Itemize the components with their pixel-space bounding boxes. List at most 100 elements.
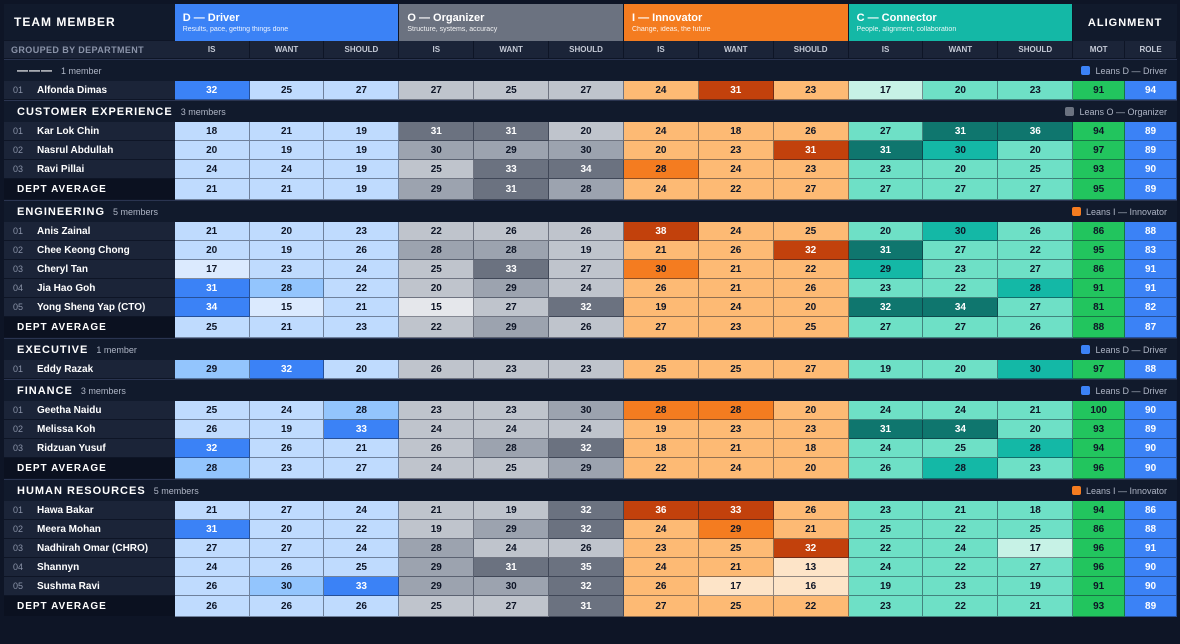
score-cell: 24 bbox=[848, 439, 924, 458]
member-name[interactable]: Eddy Razak bbox=[37, 363, 94, 375]
member-name[interactable]: Melissa Koh bbox=[37, 423, 96, 435]
column-header-should[interactable]: SHOULD bbox=[324, 41, 400, 59]
member-name[interactable]: Meera Mohan bbox=[37, 523, 101, 535]
member-cell[interactable]: 01 Kar Lok Chin bbox=[4, 122, 175, 141]
column-header-is[interactable]: IS bbox=[848, 41, 924, 59]
member-cell[interactable]: 04 Shannyn bbox=[4, 558, 175, 577]
member-name[interactable]: Jia Hao Goh bbox=[37, 282, 96, 294]
member-cell[interactable]: 04 Jia Hao Goh bbox=[4, 279, 175, 298]
score-cell: 29 bbox=[848, 260, 924, 279]
score-cell: 36 bbox=[998, 122, 1074, 141]
department-group-header[interactable]: HUMAN RESOURCES 5 members Leans I — Innova… bbox=[4, 479, 1177, 501]
table-row[interactable]: 01 Hawa Bakar 21 27 24 21 19 32 36 33 26 23 21 18 94 86 bbox=[4, 501, 1178, 520]
score-cell: 20 bbox=[773, 298, 849, 317]
member-cell[interactable]: 03 Cheryl Tan bbox=[4, 260, 175, 279]
score-cell: 20 bbox=[399, 279, 475, 298]
member-cell[interactable]: 05 Sushma Ravi bbox=[4, 577, 175, 596]
member-cell[interactable]: 01 Hawa Bakar bbox=[4, 501, 175, 520]
member-name[interactable]: Kar Lok Chin bbox=[37, 125, 100, 137]
member-name[interactable]: Nasrul Abdullah bbox=[37, 144, 114, 156]
column-header-should[interactable]: SHOULD bbox=[998, 41, 1074, 59]
member-name[interactable]: Sushma Ravi bbox=[37, 580, 100, 592]
score-cell: 23 bbox=[923, 577, 999, 596]
score-cell: 24 bbox=[623, 122, 699, 141]
member-cell[interactable]: 01 Geetha Naidu bbox=[4, 401, 175, 420]
score-cell: 19 bbox=[848, 577, 924, 596]
column-header-should[interactable]: SHOULD bbox=[773, 41, 849, 59]
table-row[interactable]: 01 Anis Zainal 21 20 23 22 26 26 38 24 25 20 30 26 86 8… bbox=[4, 222, 1178, 241]
member-name[interactable]: Chee Keong Chong bbox=[37, 244, 130, 256]
score-cell: 19 bbox=[399, 520, 475, 539]
score-cell: 27 bbox=[324, 81, 400, 100]
column-header-is[interactable]: IS bbox=[399, 41, 475, 59]
table-row[interactable]: 01 Geetha Naidu 25 24 28 23 23 30 28 28 20 24 24 21 10… bbox=[4, 401, 1178, 420]
column-header-should[interactable]: SHOULD bbox=[549, 41, 624, 59]
column-header-mot[interactable]: MOT bbox=[1073, 41, 1126, 59]
member-cell[interactable]: 03 Ridzuan Yusuf bbox=[4, 439, 175, 458]
table-row[interactable]: 01 Kar Lok Chin 18 21 19 31 31 20 24 18 26 27 31 36 94… bbox=[4, 122, 1178, 141]
member-cell[interactable]: 01 Alfonda Dimas bbox=[4, 81, 175, 100]
member-cell[interactable]: 02 Chee Keong Chong bbox=[4, 241, 175, 260]
table-row[interactable]: 03 Ridzuan Yusuf 32 26 21 26 28 32 18 21 18 24 25 28 9… bbox=[4, 439, 1178, 458]
member-name[interactable]: Yong Sheng Yap (CTO) bbox=[37, 301, 146, 313]
score-cell: 20 bbox=[923, 360, 999, 379]
member-cell[interactable]: 01 Anis Zainal bbox=[4, 222, 175, 241]
table-row[interactable]: 03 Ravi Pillai 24 24 19 25 33 34 28 24 23 23 20 25 93 9… bbox=[4, 160, 1178, 179]
member-name[interactable]: Geetha Naidu bbox=[37, 404, 102, 416]
table-row[interactable]: 05 Sushma Ravi 26 30 33 29 30 32 26 17 16 19 23 19 91 9… bbox=[4, 577, 1178, 596]
department-group-header[interactable]: ——— 1 member Leans D — Driver bbox=[4, 59, 1177, 81]
department-group-header[interactable]: EXECUTIVE 1 member Leans D — Driver bbox=[4, 338, 1177, 360]
table-row[interactable]: 01 Alfonda Dimas 32 25 27 27 25 27 24 31 23 17 20 23 9… bbox=[4, 81, 1178, 100]
column-header-is[interactable]: IS bbox=[623, 41, 699, 59]
role-score: 88 bbox=[1125, 360, 1178, 379]
member-cell[interactable]: 01 Eddy Razak bbox=[4, 360, 175, 379]
dept-average-label: DEPT AVERAGE bbox=[4, 317, 175, 338]
score-cell: 32 bbox=[549, 577, 624, 596]
table-row[interactable]: 04 Jia Hao Goh 31 28 22 20 29 24 26 21 26 23 22 28 91 9… bbox=[4, 279, 1178, 298]
member-count: 5 members bbox=[113, 206, 159, 217]
table-row[interactable]: 01 Eddy Razak 29 32 20 26 23 23 25 25 27 19 20 30 97 88 bbox=[4, 360, 1178, 379]
member-name[interactable]: Ridzuan Yusuf bbox=[37, 442, 106, 454]
column-header-want[interactable]: WANT bbox=[474, 41, 550, 59]
department-group-header[interactable]: FINANCE 3 members Leans D — Driver bbox=[4, 379, 1177, 401]
member-cell[interactable]: 02 Meera Mohan bbox=[4, 520, 175, 539]
column-header-want[interactable]: WANT bbox=[698, 41, 774, 59]
score-cell: 23 bbox=[698, 317, 774, 338]
column-header-want[interactable]: WANT bbox=[923, 41, 999, 59]
member-cell[interactable]: 03 Ravi Pillai bbox=[4, 160, 175, 179]
member-cell[interactable]: 02 Melissa Koh bbox=[4, 420, 175, 439]
motivation-score: 86 bbox=[1073, 520, 1126, 539]
column-header-want[interactable]: WANT bbox=[249, 41, 325, 59]
table-row[interactable]: 02 Chee Keong Chong 20 19 26 28 28 19 21 26 32 31 27… bbox=[4, 241, 1178, 260]
column-header-role[interactable]: ROLE bbox=[1125, 41, 1178, 59]
table-row[interactable]: 03 Cheryl Tan 17 23 24 25 33 27 30 21 22 29 23 27 86 91 bbox=[4, 260, 1178, 279]
member-name[interactable]: Ravi Pillai bbox=[37, 163, 85, 175]
member-name[interactable]: Alfonda Dimas bbox=[37, 84, 108, 96]
table-row[interactable]: 02 Melissa Koh 26 19 33 24 24 24 19 23 23 31 34 20 93 8… bbox=[4, 420, 1178, 439]
table-row[interactable]: 05 Yong Sheng Yap (CTO) 34 15 21 15 27 32 19 24 20… bbox=[4, 298, 1178, 317]
table-row[interactable]: 02 Meera Mohan 31 20 22 19 29 32 24 29 21 25 22 25 86 8… bbox=[4, 520, 1178, 539]
member-cell[interactable]: 05 Yong Sheng Yap (CTO) bbox=[4, 298, 175, 317]
table-row[interactable]: 02 Nasrul Abdullah 20 19 19 30 29 30 20 23 31 31 30 2… bbox=[4, 141, 1178, 160]
member-name[interactable]: Anis Zainal bbox=[37, 225, 91, 237]
motivation-score: 97 bbox=[1073, 141, 1126, 160]
column-header-is[interactable]: IS bbox=[174, 41, 250, 59]
member-name[interactable]: Nadhirah Omar (CHRO) bbox=[37, 542, 149, 554]
motivation-score: 93 bbox=[1073, 160, 1126, 179]
member-cell[interactable]: 03 Nadhirah Omar (CHRO) bbox=[4, 539, 175, 558]
score-cell: 20 bbox=[923, 81, 999, 100]
member-name[interactable]: Hawa Bakar bbox=[37, 504, 94, 516]
member-name[interactable]: Shannyn bbox=[37, 561, 80, 573]
department-group-header[interactable]: ENGINEERING 5 members Leans I — Innovator bbox=[4, 200, 1177, 222]
member-cell[interactable]: 02 Nasrul Abdullah bbox=[4, 141, 175, 160]
score-cell: 25 bbox=[698, 596, 774, 617]
score-cell: 23 bbox=[773, 160, 849, 179]
department-group-header[interactable]: CUSTOMER EXPERIENCE 3 members Leans O — Or… bbox=[4, 100, 1177, 122]
score-cell: 25 bbox=[923, 439, 999, 458]
table-row[interactable]: 03 Nadhirah Omar (CHRO) 27 27 24 28 24 26 23 25 32… bbox=[4, 539, 1178, 558]
score-cell: 28 bbox=[998, 279, 1074, 298]
score-cell: 24 bbox=[848, 401, 924, 420]
score-cell: 22 bbox=[923, 279, 999, 298]
member-name[interactable]: Cheryl Tan bbox=[37, 263, 88, 275]
table-row[interactable]: 04 Shannyn 24 26 25 29 31 35 24 21 13 24 22 27 96 90 bbox=[4, 558, 1178, 577]
